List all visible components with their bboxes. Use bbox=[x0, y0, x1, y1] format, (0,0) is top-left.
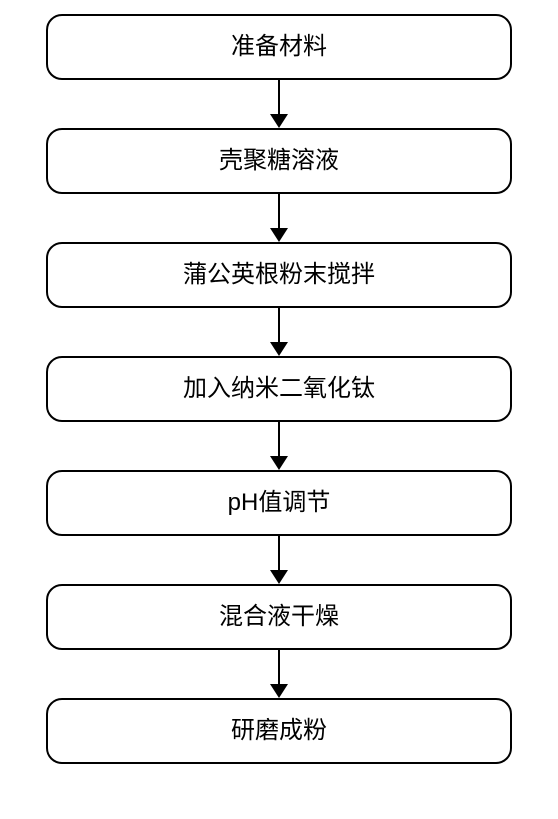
flow-arrow-1 bbox=[0, 80, 558, 128]
flow-node-3: 蒲公英根粉末搅拌 bbox=[46, 242, 512, 308]
flowchart-canvas: 准备材料 壳聚糖溶液 蒲公英根粉末搅拌 加入纳米二氧化钛 pH值调节 混合液干燥… bbox=[0, 0, 558, 819]
flow-node-7: 研磨成粉 bbox=[46, 698, 512, 764]
flow-node-label: 研磨成粉 bbox=[231, 717, 327, 746]
flow-node-label: 准备材料 bbox=[231, 33, 327, 62]
flow-node-label: pH值调节 bbox=[228, 489, 331, 518]
flow-node-5: pH值调节 bbox=[46, 470, 512, 536]
flow-node-label: 加入纳米二氧化钛 bbox=[183, 375, 375, 404]
flow-node-label: 蒲公英根粉末搅拌 bbox=[183, 261, 375, 290]
flow-arrow-2 bbox=[0, 194, 558, 242]
flow-arrow-6 bbox=[0, 650, 558, 698]
flow-arrow-3 bbox=[0, 308, 558, 356]
flow-arrow-5 bbox=[0, 536, 558, 584]
flow-node-1: 准备材料 bbox=[46, 14, 512, 80]
flow-node-6: 混合液干燥 bbox=[46, 584, 512, 650]
flow-node-label: 壳聚糖溶液 bbox=[219, 147, 339, 176]
flow-node-label: 混合液干燥 bbox=[219, 603, 339, 632]
flow-node-4: 加入纳米二氧化钛 bbox=[46, 356, 512, 422]
flow-node-2: 壳聚糖溶液 bbox=[46, 128, 512, 194]
flow-arrow-4 bbox=[0, 422, 558, 470]
